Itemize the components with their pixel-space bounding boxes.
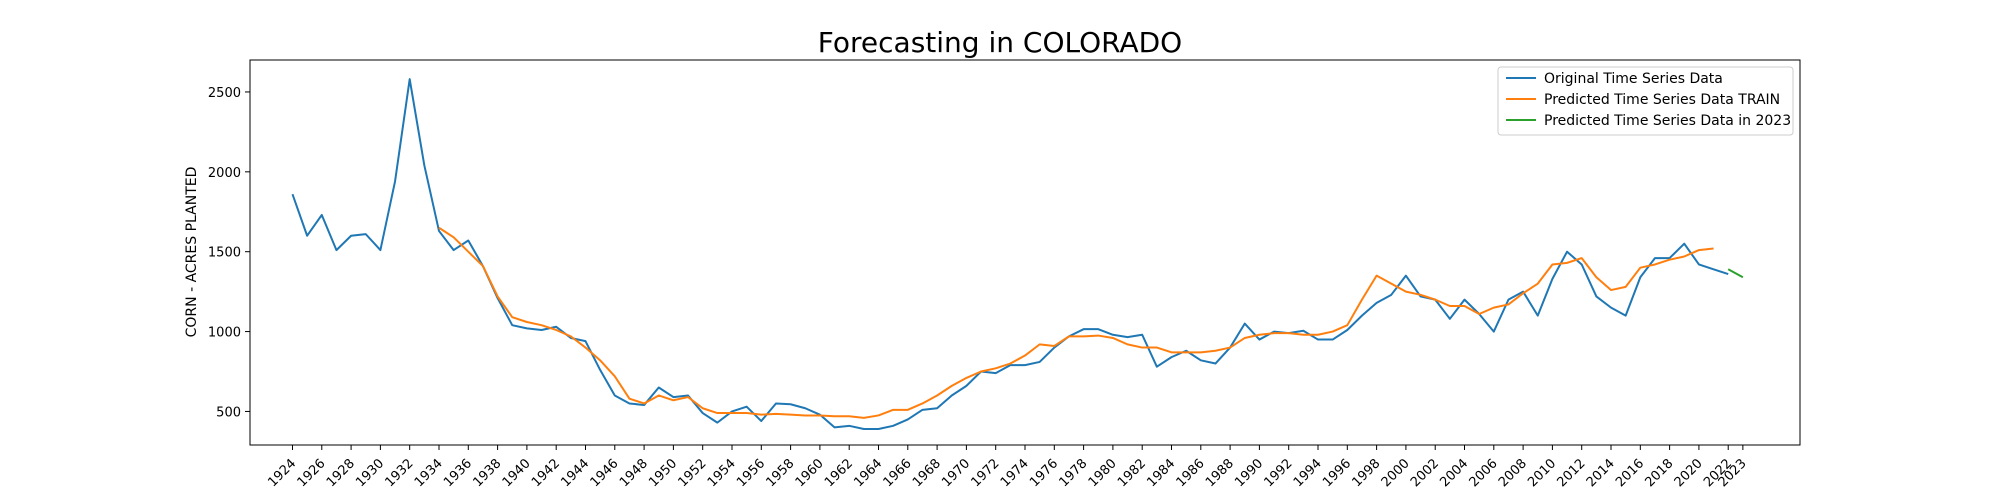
x-tick-label: 2004 bbox=[1437, 456, 1471, 490]
x-tick-label: 1944 bbox=[558, 456, 592, 490]
y-tick-label: 2500 bbox=[208, 86, 241, 101]
y-tick-label: 1000 bbox=[208, 326, 241, 341]
legend-label-original: Original Time Series Data bbox=[1544, 71, 1723, 87]
legend-label-train: Predicted Time Series Data TRAIN bbox=[1544, 92, 1780, 108]
x-tick-label: 2006 bbox=[1467, 456, 1501, 490]
legend: Original Time Series Data Predicted Time… bbox=[1497, 66, 1794, 136]
x-tick-label: 2000 bbox=[1379, 456, 1413, 490]
x-tick-label: 1982 bbox=[1115, 456, 1149, 490]
x-tick-label: 1936 bbox=[441, 456, 475, 490]
x-tick-label: 1938 bbox=[470, 456, 504, 490]
x-tick-label: 1930 bbox=[353, 456, 387, 490]
x-tick-label: 1968 bbox=[910, 456, 944, 490]
x-tick-label: 1940 bbox=[500, 456, 534, 490]
x-axis: 1924192619281930193219341936193819401942… bbox=[265, 445, 1750, 490]
x-tick-label: 1962 bbox=[822, 456, 856, 490]
x-tick-label: 1988 bbox=[1203, 456, 1237, 490]
x-tick-label: 1946 bbox=[588, 456, 622, 490]
x-tick-label: 1992 bbox=[1262, 456, 1296, 490]
x-tick-label: 1990 bbox=[1232, 456, 1266, 490]
x-tick-label: 1926 bbox=[295, 456, 329, 490]
x-tick-label: 2014 bbox=[1584, 456, 1618, 490]
x-tick-label: 1970 bbox=[939, 456, 973, 490]
series-layer bbox=[291, 78, 1744, 431]
x-tick-label: 1986 bbox=[1174, 456, 1208, 490]
x-tick-label: 2018 bbox=[1642, 456, 1676, 490]
x-tick-label: 1956 bbox=[734, 456, 768, 490]
x-tick-label: 2002 bbox=[1408, 456, 1442, 490]
x-tick-label: 2008 bbox=[1496, 456, 1530, 490]
x-tick-label: 2020 bbox=[1672, 456, 1706, 490]
y-tick-label: 1500 bbox=[208, 246, 241, 261]
x-tick-label: 1994 bbox=[1291, 456, 1325, 490]
x-tick-label: 1942 bbox=[529, 456, 563, 490]
x-tick-label: 1972 bbox=[969, 456, 1003, 490]
x-tick-label: 1998 bbox=[1349, 456, 1383, 490]
x-tick-label: 2012 bbox=[1555, 456, 1589, 490]
legend-label-forecast: Predicted Time Series Data in 2023 bbox=[1544, 113, 1791, 129]
x-tick-label: 1932 bbox=[383, 456, 417, 490]
y-tick-label: 2000 bbox=[208, 166, 241, 181]
x-tick-label: 1958 bbox=[763, 456, 797, 490]
series-line-0 bbox=[291, 78, 1729, 431]
series-line-2 bbox=[1727, 268, 1744, 279]
x-tick-label: 1966 bbox=[881, 456, 915, 490]
x-tick-label: 1928 bbox=[324, 456, 358, 490]
x-tick-label: 1996 bbox=[1320, 456, 1354, 490]
x-tick-label: 1954 bbox=[705, 456, 739, 490]
x-tick-label: 1976 bbox=[1027, 456, 1061, 490]
x-tick-label: 1950 bbox=[646, 456, 680, 490]
x-tick-label: 2016 bbox=[1613, 456, 1647, 490]
y-axis: 500 1000 1500 2000 2500 bbox=[208, 86, 250, 420]
x-tick-label: 1948 bbox=[617, 456, 651, 490]
x-tick-label: 1974 bbox=[998, 456, 1032, 490]
series-line-1 bbox=[438, 226, 1714, 419]
x-tick-label: 1924 bbox=[265, 456, 299, 490]
x-tick-label: 1984 bbox=[1144, 456, 1178, 490]
x-tick-label: 1964 bbox=[851, 456, 885, 490]
x-tick-label: 1980 bbox=[1086, 456, 1120, 490]
y-axis-title: CORN - ACRES PLANTED bbox=[184, 167, 200, 338]
chart-title: Forecasting in COLORADO bbox=[818, 26, 1182, 59]
x-tick-label: 1952 bbox=[676, 456, 710, 490]
x-tick-label: 1960 bbox=[793, 456, 827, 490]
x-tick-label: 1934 bbox=[412, 456, 446, 490]
y-tick-label: 500 bbox=[216, 405, 241, 420]
legend-box bbox=[1497, 66, 1794, 136]
x-tick-label: 2010 bbox=[1525, 456, 1559, 490]
x-tick-label: 1978 bbox=[1056, 456, 1090, 490]
